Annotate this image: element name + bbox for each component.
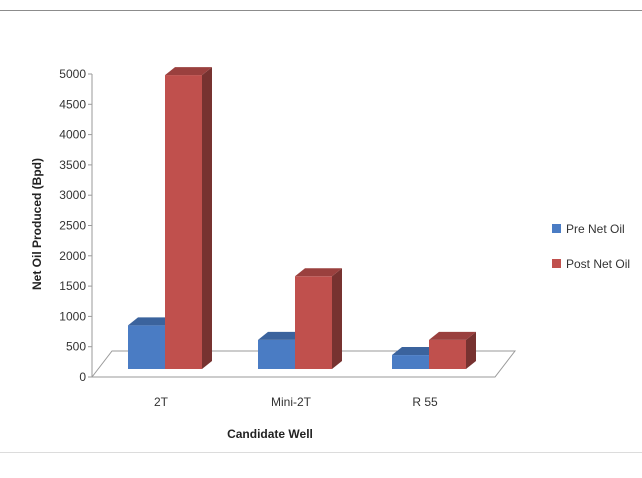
y-tick-label: 0 bbox=[79, 370, 86, 384]
frame-top-line bbox=[0, 10, 642, 11]
x-axis-title: Candidate Well bbox=[227, 427, 313, 441]
x-category-label: Mini-2T bbox=[271, 395, 312, 409]
legend-item: Post Net Oil bbox=[552, 257, 630, 271]
y-axis: 0 500 1000 1500 2000 2500 3000 3500 4000 4500 5000 bbox=[59, 67, 93, 384]
y-tick-label: 2500 bbox=[59, 219, 86, 233]
legend-label: Post Net Oil bbox=[566, 257, 630, 271]
bar-front-face bbox=[392, 355, 429, 369]
bar-front-face bbox=[128, 325, 165, 369]
frame-bottom-line bbox=[0, 452, 642, 453]
legend: Pre Net Oil Post Net Oil bbox=[552, 222, 630, 271]
y-tick-label: 3500 bbox=[59, 158, 86, 172]
bar-front-face bbox=[295, 276, 332, 369]
bar-top-face bbox=[392, 347, 439, 356]
bar-post-net-oil bbox=[165, 67, 212, 369]
legend-swatch bbox=[552, 224, 561, 233]
y-tick-label: 3000 bbox=[59, 188, 86, 202]
bar-top-face bbox=[128, 317, 175, 326]
legend-label: Pre Net Oil bbox=[566, 222, 625, 236]
bars bbox=[128, 67, 476, 369]
y-tick-label: 500 bbox=[66, 340, 86, 354]
bar-post-net-oil bbox=[295, 268, 342, 369]
bar-side-face bbox=[202, 67, 212, 369]
bar-top-face bbox=[258, 331, 305, 340]
y-tick-label: 4500 bbox=[59, 97, 86, 111]
bar-post-net-oil bbox=[429, 331, 476, 369]
y-tick-label: 1000 bbox=[59, 309, 86, 323]
y-tick-label: 4000 bbox=[59, 128, 86, 142]
bar-top-face bbox=[295, 268, 342, 277]
x-axis-labels: 2T Mini-2T R 55 bbox=[154, 395, 438, 409]
bar-side-face bbox=[332, 268, 342, 369]
bar-top-face bbox=[429, 331, 476, 340]
bar-front-face bbox=[165, 75, 202, 369]
y-tick-label: 1500 bbox=[59, 279, 86, 293]
bar-front-face bbox=[258, 339, 295, 369]
legend-item: Pre Net Oil bbox=[552, 222, 625, 236]
x-category-label: 2T bbox=[154, 395, 169, 409]
bar-top-face bbox=[165, 67, 212, 76]
y-tick-label: 5000 bbox=[59, 67, 86, 81]
legend-swatch bbox=[552, 259, 561, 268]
bar-front-face bbox=[429, 339, 466, 369]
y-tick-label: 2000 bbox=[59, 249, 86, 263]
x-category-label: R 55 bbox=[412, 395, 438, 409]
bar-side-face bbox=[466, 331, 476, 369]
y-axis-title: Net Oil Produced (Bpd) bbox=[30, 158, 44, 290]
